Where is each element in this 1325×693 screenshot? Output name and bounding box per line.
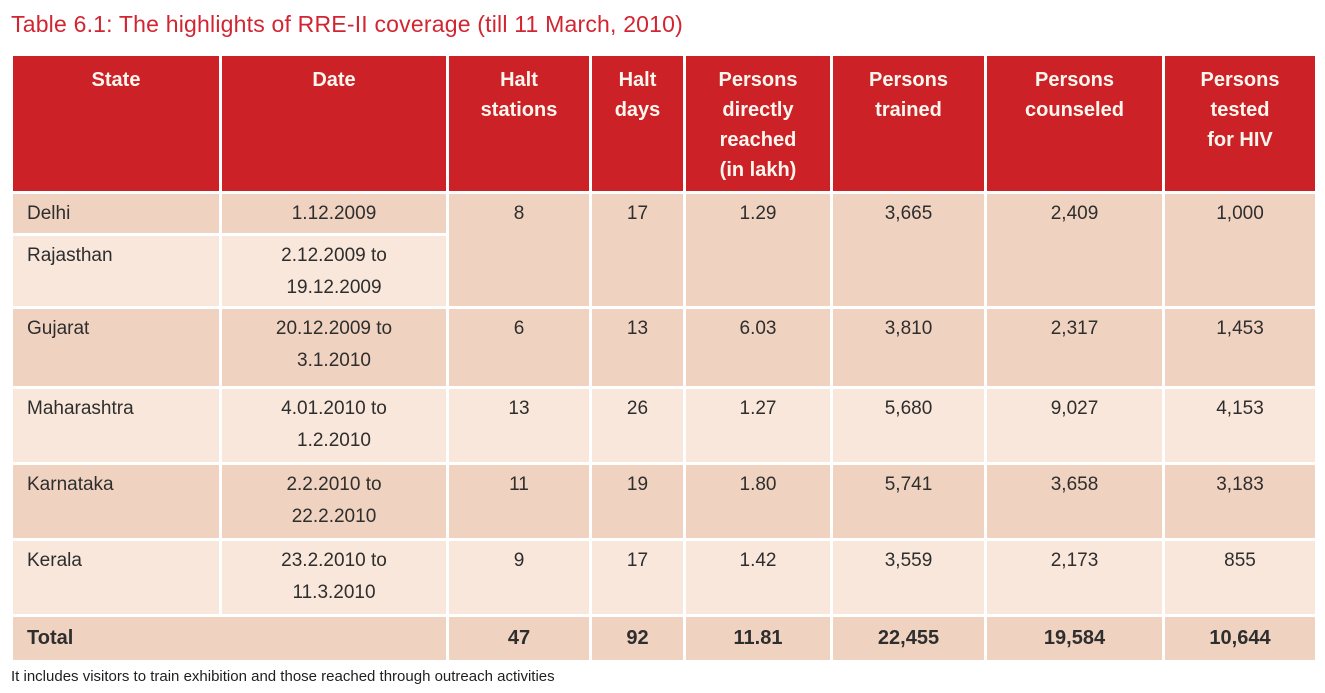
table-row-maharashtra: Maharashtra 4.01.2010 to 1.2.2010 13 26 … [10, 386, 1318, 465]
cell-persons-reached: 1.27 [683, 386, 833, 465]
cell-total-halt-stations: 47 [446, 614, 592, 663]
table-row-karnataka: Karnataka 2.2.2010 to 22.2.2010 11 19 1.… [10, 462, 1318, 541]
rre-coverage-table: State Date Halt stations Halt days Perso… [10, 53, 1318, 663]
cell-persons-reached: 1.29 [683, 191, 833, 309]
cell-persons-reached: 1.80 [683, 462, 833, 541]
cell-persons-counseled: 3,658 [984, 462, 1165, 541]
cell-date: 2.2.2010 to 22.2.2010 [219, 462, 449, 541]
cell-persons-tested-hiv: 1,453 [1162, 306, 1318, 389]
cell-persons-reached: 1.42 [683, 538, 833, 617]
cell-date: 20.12.2009 to 3.1.2010 [219, 306, 449, 389]
table-row-kerala: Kerala 23.2.2010 to 11.3.2010 9 17 1.42 … [10, 538, 1318, 617]
column-header-persons-reached: Persons directly reached (in lakh) [683, 53, 833, 194]
cell-persons-tested-hiv: 855 [1162, 538, 1318, 617]
cell-total-persons-counseled: 19,584 [984, 614, 1165, 663]
cell-total-persons-trained: 22,455 [830, 614, 987, 663]
cell-halt-days: 19 [589, 462, 686, 541]
cell-persons-counseled: 2,173 [984, 538, 1165, 617]
column-header-state: State [10, 53, 222, 194]
cell-state: Maharashtra [10, 386, 222, 465]
cell-halt-stations: 6 [446, 306, 592, 389]
cell-halt-days: 17 [589, 191, 686, 309]
cell-date: 2.12.2009 to 19.12.2009 [219, 233, 449, 309]
cell-date: 23.2.2010 to 11.3.2010 [219, 538, 449, 617]
cell-halt-days: 13 [589, 306, 686, 389]
table-header-row: State Date Halt stations Halt days Perso… [10, 53, 1318, 194]
cell-persons-tested-hiv: 1,000 [1162, 191, 1318, 309]
cell-persons-reached: 6.03 [683, 306, 833, 389]
column-header-date: Date [219, 53, 449, 194]
page-title: Table 6.1: The highlights of RRE-II cove… [11, 11, 684, 37]
cell-persons-tested-hiv: 4,153 [1162, 386, 1318, 465]
cell-halt-days: 26 [589, 386, 686, 465]
cell-state: Rajasthan [10, 233, 222, 309]
cell-persons-counseled: 2,409 [984, 191, 1165, 309]
cell-total-persons-reached: 11.81 [683, 614, 833, 663]
cell-halt-days: 17 [589, 538, 686, 617]
table-row-rajasthan: Rajasthan 2.12.2009 to 19.12.2009 [10, 233, 1317, 309]
cell-persons-counseled: 2,317 [984, 306, 1165, 389]
cell-halt-stations: 13 [446, 386, 592, 465]
cell-state: Kerala [10, 538, 222, 617]
column-header-halt-stations: Halt stations [446, 53, 592, 194]
cell-total-persons-tested-hiv: 10,644 [1162, 614, 1318, 663]
table-row-gujarat: Gujarat 20.12.2009 to 3.1.2010 6 13 6.03… [10, 306, 1318, 389]
cell-total-label: Total [10, 614, 449, 663]
column-header-halt-days: Halt days [589, 53, 686, 194]
cell-state: Karnataka [10, 462, 222, 541]
table-row-total: Total 47 92 11.81 22,455 19,584 10,644 [10, 614, 1318, 663]
cell-persons-trained: 3,559 [830, 538, 987, 617]
column-header-persons-tested-hiv: Persons tested for HIV [1162, 53, 1318, 194]
cell-state: Delhi [10, 191, 222, 236]
cell-total-halt-days: 92 [589, 614, 686, 663]
footnote: It includes visitors to train exhibition… [11, 668, 555, 685]
cell-persons-trained: 5,680 [830, 386, 987, 465]
cell-state: Gujarat [10, 306, 222, 389]
cell-halt-stations: 8 [446, 191, 592, 309]
cell-persons-trained: 3,665 [830, 191, 987, 309]
cell-persons-trained: 5,741 [830, 462, 987, 541]
cell-persons-tested-hiv: 3,183 [1162, 462, 1318, 541]
cell-date: 1.12.2009 [219, 191, 449, 236]
column-header-persons-trained: Persons trained [830, 53, 987, 194]
cell-halt-stations: 11 [446, 462, 592, 541]
cell-persons-trained: 3,810 [830, 306, 987, 389]
cell-date: 4.01.2010 to 1.2.2010 [219, 386, 449, 465]
cell-persons-counseled: 9,027 [984, 386, 1165, 465]
column-header-persons-counseled: Persons counseled [984, 53, 1165, 194]
table-row-delhi: Delhi 1.12.2009 8 17 1.29 3,665 2,409 1,… [10, 191, 1318, 309]
cell-halt-stations: 9 [446, 538, 592, 617]
